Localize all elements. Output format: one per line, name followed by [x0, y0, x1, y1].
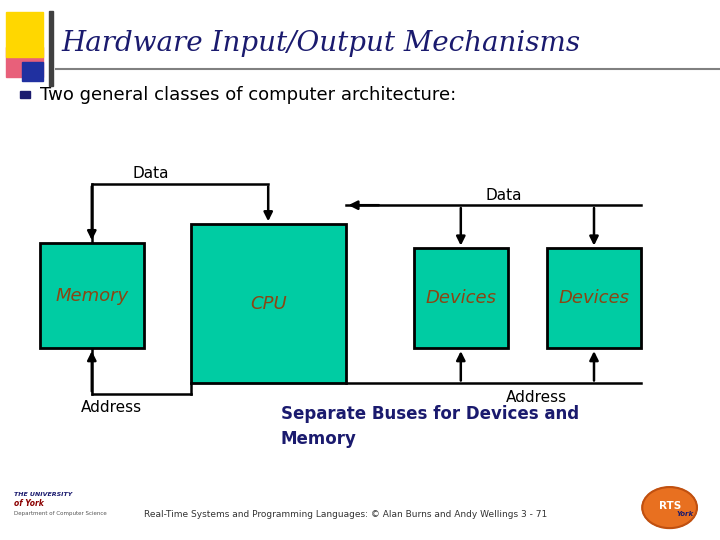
Text: CPU: CPU: [250, 295, 287, 313]
Text: Data: Data: [486, 187, 522, 202]
Bar: [191, 224, 346, 383]
Text: Separate Buses for Devices and
Memory: Separate Buses for Devices and Memory: [281, 405, 579, 448]
Bar: [49, 11, 53, 86]
Text: THE UNIVERSITY: THE UNIVERSITY: [14, 491, 73, 497]
Text: Department of Computer Science: Department of Computer Science: [14, 510, 107, 516]
Text: RTS: RTS: [659, 501, 681, 511]
Text: Address: Address: [506, 390, 567, 405]
Bar: [547, 248, 641, 348]
Text: Two general classes of computer architecture:: Two general classes of computer architec…: [40, 85, 456, 104]
Bar: [414, 248, 508, 348]
Text: Data: Data: [133, 166, 169, 181]
Text: of York: of York: [14, 499, 44, 508]
Text: Address: Address: [81, 400, 142, 415]
Text: Hardware Input/Output Mechanisms: Hardware Input/Output Mechanisms: [61, 30, 580, 57]
Text: York: York: [677, 511, 694, 517]
Text: Devices: Devices: [559, 289, 629, 307]
Text: Devices: Devices: [426, 289, 496, 307]
Text: Memory: Memory: [55, 287, 128, 305]
Bar: [22, 62, 43, 81]
Bar: [40, 243, 144, 348]
Bar: [6, 47, 43, 77]
Bar: [20, 91, 30, 98]
Text: Real-Time Systems and Programming Languages: © Alan Burns and Andy Wellings 3 - : Real-Time Systems and Programming Langua…: [144, 510, 547, 518]
Circle shape: [642, 487, 697, 528]
Bar: [6, 12, 43, 57]
